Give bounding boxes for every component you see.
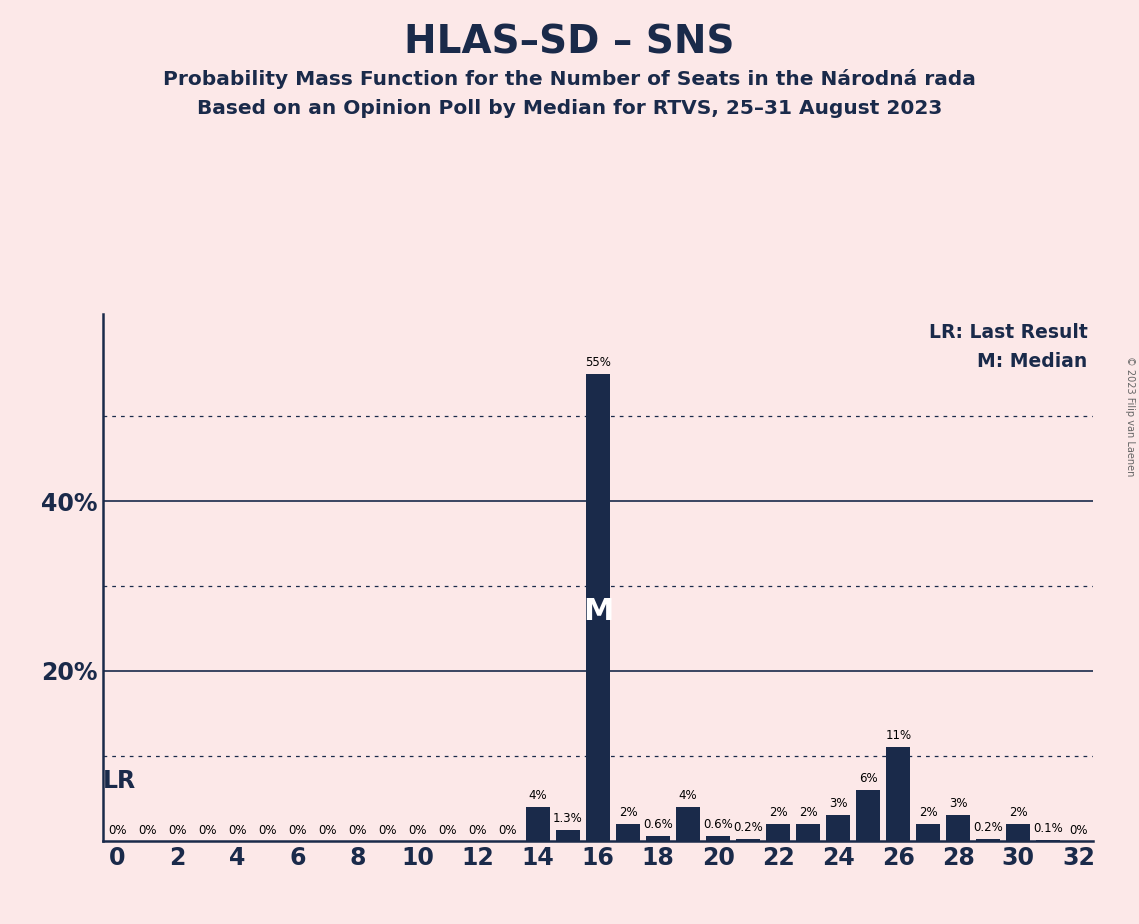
Text: M: Median: M: Median: [977, 352, 1088, 371]
Text: M: M: [583, 597, 613, 626]
Bar: [886, 748, 910, 841]
Text: 0%: 0%: [439, 824, 457, 837]
Text: Probability Mass Function for the Number of Seats in the Národná rada: Probability Mass Function for the Number…: [163, 69, 976, 90]
Bar: [767, 824, 790, 841]
Text: 0%: 0%: [378, 824, 398, 837]
Bar: [616, 824, 640, 841]
Text: 0.2%: 0.2%: [734, 821, 763, 834]
Text: 0%: 0%: [409, 824, 427, 837]
Text: 2%: 2%: [1009, 806, 1027, 819]
Bar: [916, 824, 941, 841]
Text: 0.2%: 0.2%: [974, 821, 1003, 834]
Text: 4%: 4%: [528, 789, 547, 802]
Text: 4%: 4%: [679, 789, 697, 802]
Bar: [857, 790, 880, 841]
Text: LR: Last Result: LR: Last Result: [928, 322, 1088, 342]
Text: 0%: 0%: [349, 824, 367, 837]
Text: 0.6%: 0.6%: [703, 818, 734, 831]
Text: 1.3%: 1.3%: [554, 811, 583, 825]
Text: 11%: 11%: [885, 729, 911, 742]
Bar: [706, 835, 730, 841]
Bar: [556, 830, 580, 841]
Text: 0%: 0%: [108, 824, 126, 837]
Text: 55%: 55%: [585, 356, 611, 369]
Text: 0%: 0%: [288, 824, 306, 837]
Bar: [646, 835, 670, 841]
Text: LR: LR: [103, 770, 136, 794]
Text: 0%: 0%: [198, 824, 216, 837]
Bar: [677, 807, 700, 841]
Text: 2%: 2%: [769, 806, 787, 819]
Bar: [585, 373, 611, 841]
Bar: [736, 839, 760, 841]
Text: 0%: 0%: [259, 824, 277, 837]
Text: 0%: 0%: [138, 824, 157, 837]
Text: 3%: 3%: [829, 797, 847, 810]
Text: 0%: 0%: [468, 824, 487, 837]
Text: 0%: 0%: [499, 824, 517, 837]
Bar: [826, 815, 850, 841]
Text: © 2023 Filip van Laenen: © 2023 Filip van Laenen: [1125, 356, 1134, 476]
Text: 0%: 0%: [1070, 824, 1088, 837]
Text: 0%: 0%: [229, 824, 247, 837]
Bar: [976, 839, 1000, 841]
Bar: [526, 807, 550, 841]
Text: 6%: 6%: [859, 772, 877, 784]
Bar: [1007, 824, 1031, 841]
Text: 0%: 0%: [169, 824, 187, 837]
Text: 0%: 0%: [319, 824, 337, 837]
Text: 2%: 2%: [618, 806, 638, 819]
Text: 0.6%: 0.6%: [644, 818, 673, 831]
Text: 3%: 3%: [949, 797, 967, 810]
Text: 2%: 2%: [798, 806, 818, 819]
Text: 0.1%: 0.1%: [1033, 821, 1064, 835]
Bar: [796, 824, 820, 841]
Text: 2%: 2%: [919, 806, 937, 819]
Text: HLAS–SD – SNS: HLAS–SD – SNS: [404, 23, 735, 61]
Bar: [947, 815, 970, 841]
Text: Based on an Opinion Poll by Median for RTVS, 25–31 August 2023: Based on an Opinion Poll by Median for R…: [197, 99, 942, 118]
